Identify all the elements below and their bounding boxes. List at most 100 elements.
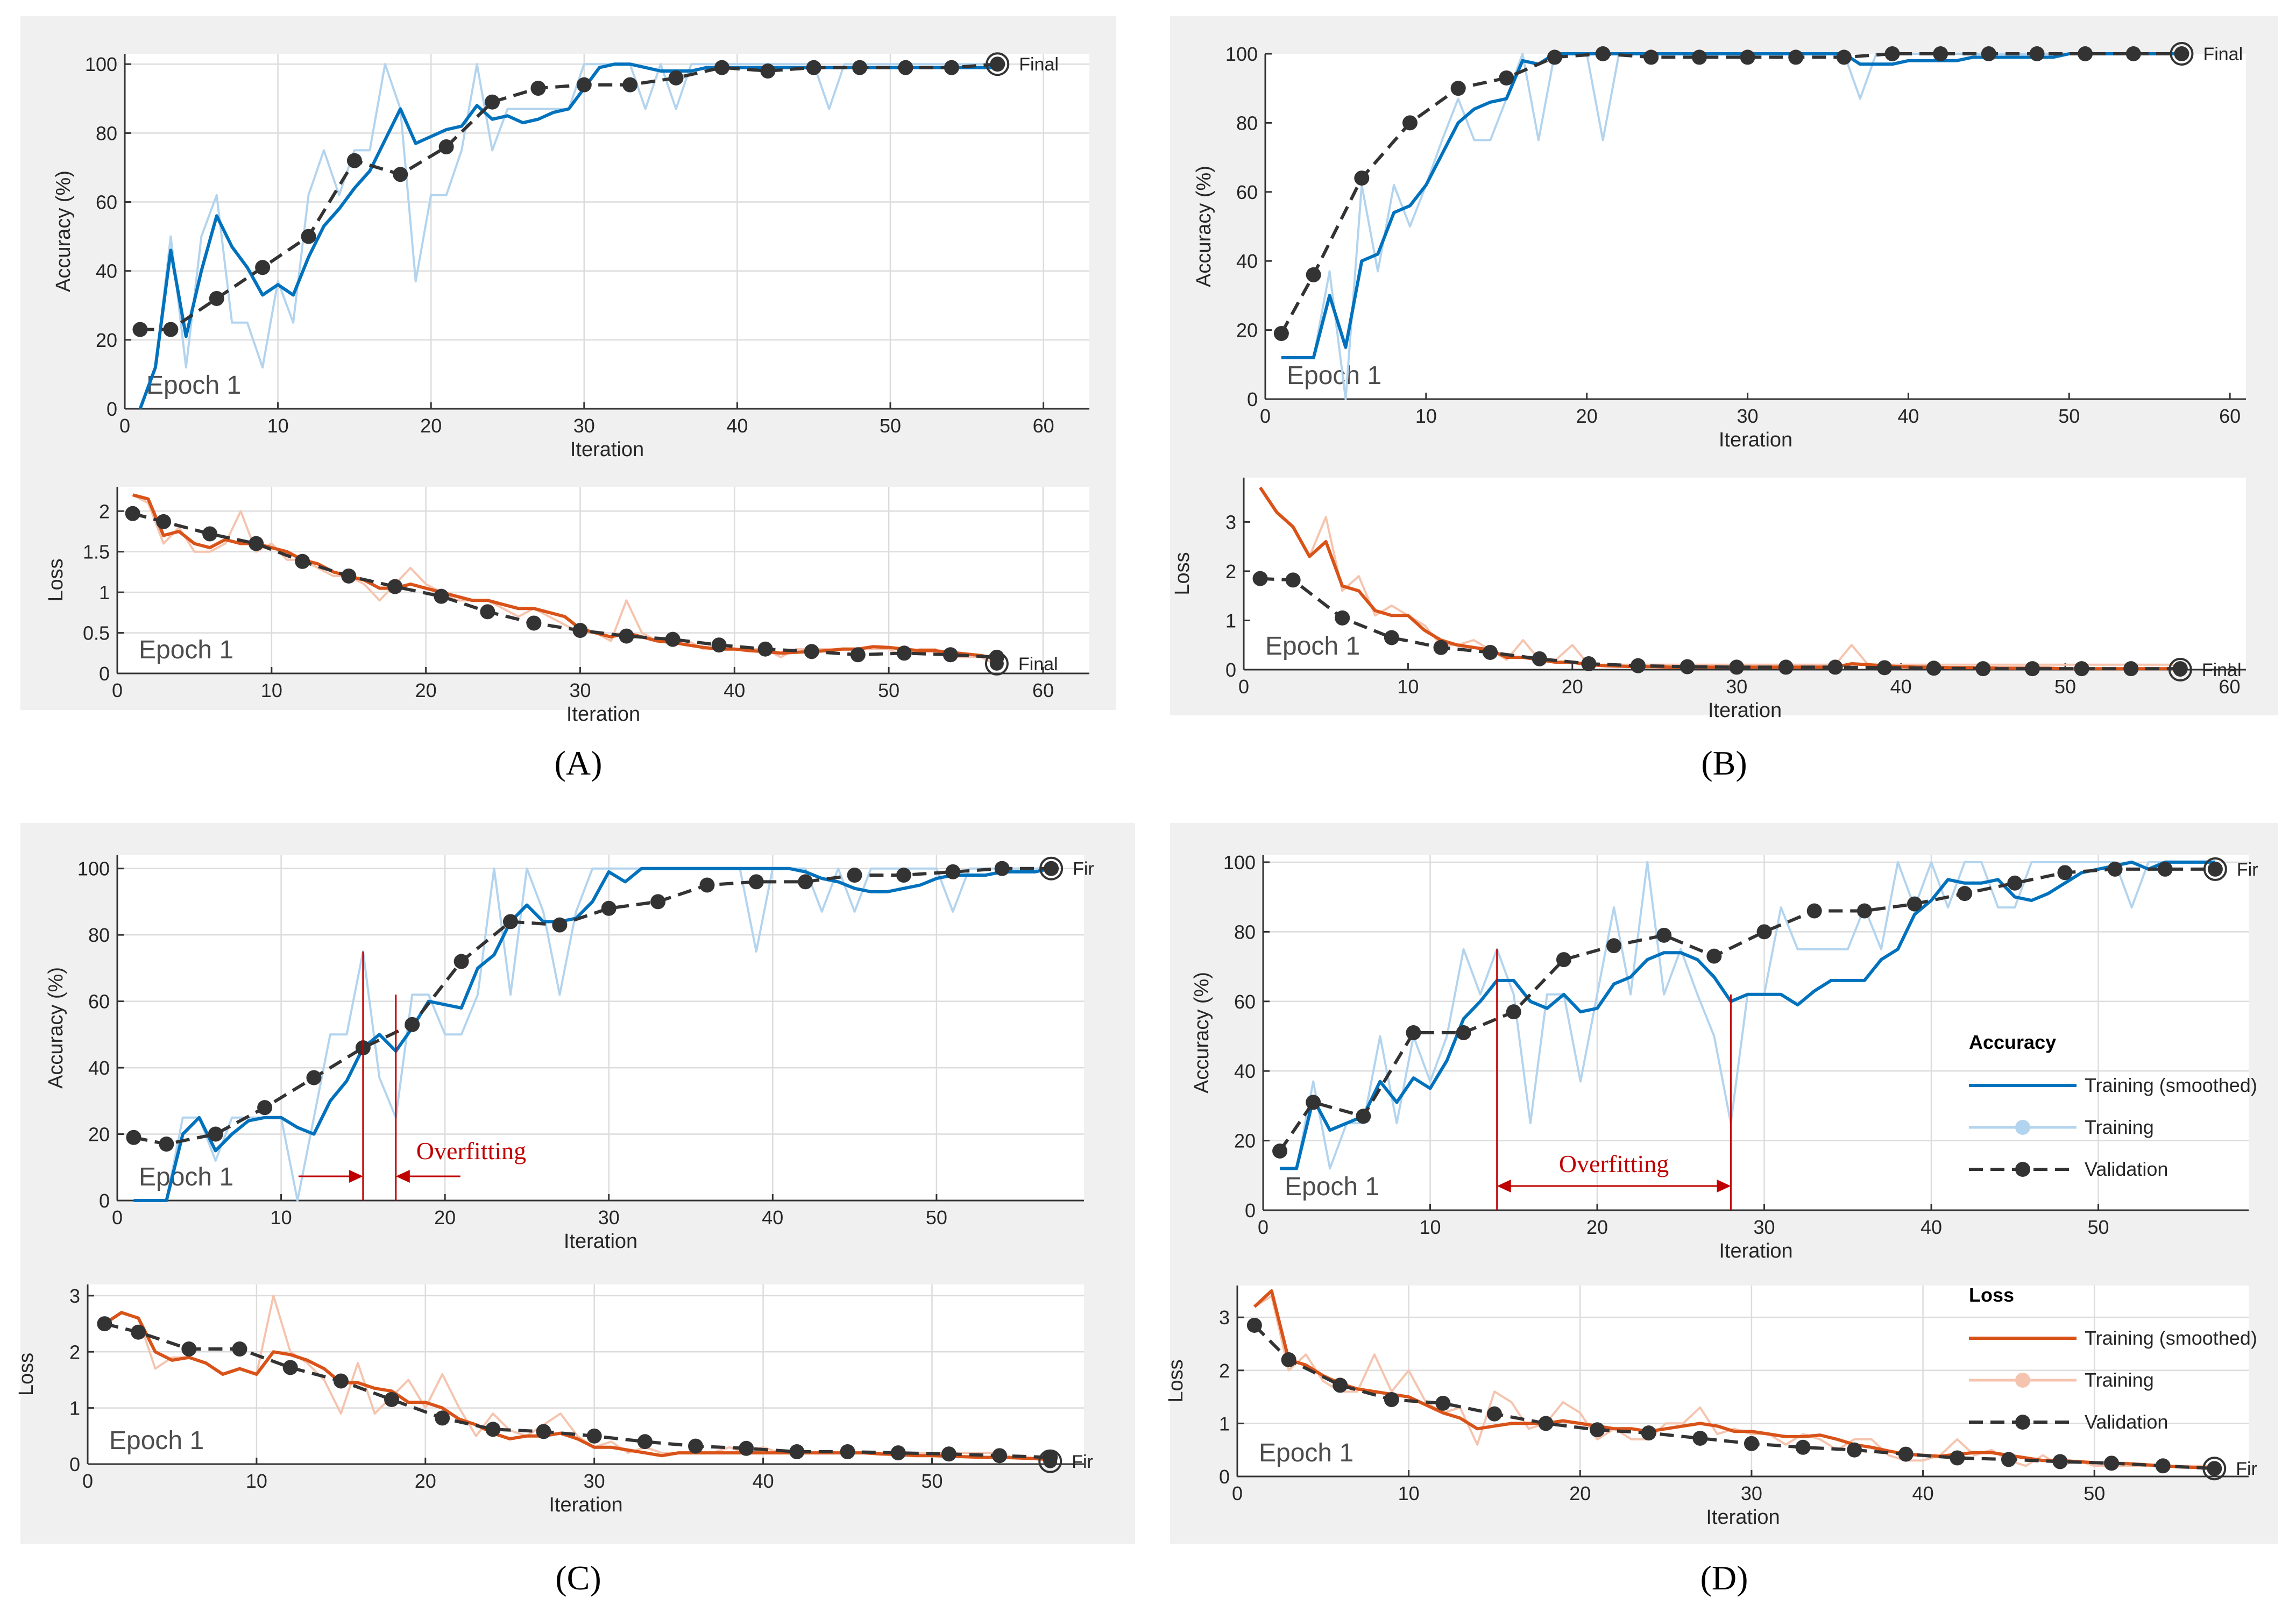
validation-line: [1278, 867, 2215, 1152]
validation-point: [1907, 896, 1922, 912]
legend-swatch-validation-dot: [2015, 1415, 2030, 1430]
validation-point: [1806, 903, 1822, 919]
y-tick-label: 80: [88, 924, 110, 946]
legend-entry: Training: [2085, 1369, 2154, 1391]
validation-point: [994, 861, 1010, 876]
x-tick-label: 30: [1737, 405, 1759, 427]
validation-point: [1402, 115, 1418, 131]
final-label: Fir: [2237, 860, 2258, 880]
y-tick-label: 0.5: [83, 622, 110, 644]
y-tick-label: 60: [1234, 991, 1256, 1013]
validation-point: [1606, 938, 1622, 954]
validation-point: [1581, 656, 1597, 672]
validation-point: [1836, 49, 1852, 65]
validation-point: [249, 536, 264, 551]
validation-point: [806, 60, 821, 75]
validation-point: [2029, 46, 2045, 61]
validation-point: [852, 60, 868, 75]
final-marker-ring: [2203, 857, 2227, 881]
training-smoothed-line: [133, 867, 1052, 1202]
validation-point: [890, 1445, 906, 1461]
validation-point: [748, 874, 764, 890]
y-tick-label: 0: [1225, 659, 1236, 681]
x-tick-label: 10: [267, 415, 289, 437]
legend-title: Accuracy: [1969, 1031, 2056, 1053]
x-axis-label: Iteration: [1719, 1240, 1792, 1262]
panel-caption: (D): [1700, 1559, 1748, 1597]
validation-point: [941, 1446, 956, 1462]
x-tick-label: 10: [271, 1206, 292, 1229]
validation-point: [1384, 630, 1399, 645]
y-tick-label: 3: [1219, 1306, 1230, 1329]
y-tick-label: 0: [99, 1190, 110, 1212]
validation-point: [1272, 1144, 1288, 1159]
x-axis-label: Iteration: [1708, 699, 1782, 722]
validation-point: [1506, 1004, 1521, 1020]
validation-point: [438, 139, 454, 155]
validation-point: [1486, 1406, 1502, 1422]
epoch-label: Epoch 1: [1287, 361, 1381, 390]
validation-point: [1252, 571, 1268, 586]
x-tick-label: 20: [415, 1470, 436, 1492]
validation-line: [104, 1322, 1051, 1459]
validation-point: [1729, 659, 1745, 675]
x-tick-label: 30: [598, 1206, 620, 1229]
validation-point: [1285, 572, 1301, 588]
legend-entry: Validation: [2085, 1158, 2168, 1180]
validation-point: [1756, 924, 1772, 940]
validation-point: [1877, 660, 1893, 676]
validation-point: [405, 1017, 420, 1032]
validation-point: [1827, 659, 1843, 675]
validation-point: [387, 579, 403, 594]
final-marker-ring: [2168, 658, 2192, 681]
validation-point: [1706, 948, 1722, 964]
validation-point: [1630, 658, 1646, 673]
x-tick-label: 30: [584, 1470, 605, 1492]
validation-point: [789, 1444, 805, 1460]
validation-point: [2125, 46, 2141, 61]
x-tick-label: 0: [1260, 405, 1271, 427]
validation-point: [159, 1137, 174, 1152]
validation-point: [699, 877, 715, 893]
y-tick-label: 60: [88, 991, 110, 1013]
validation-point: [1847, 1442, 1862, 1458]
final-label: Final: [2202, 660, 2242, 680]
panel-caption: (B): [1701, 744, 1747, 782]
validation-point: [668, 70, 684, 86]
y-axis-label: Accuracy (%): [1190, 972, 1213, 1093]
validation-point: [2104, 1455, 2120, 1471]
x-tick-label: 50: [878, 679, 899, 701]
validation-point: [485, 94, 500, 110]
validation-point: [1532, 651, 1547, 666]
x-tick-label: 40: [1897, 405, 1919, 427]
y-tick-label: 80: [1234, 921, 1256, 943]
accuracy-legend: Accuracy Training (smoothed) Training Valid…: [1969, 1031, 2257, 1180]
y-tick-label: 2: [69, 1341, 80, 1363]
validation-point: [2107, 861, 2123, 877]
validation-point: [1856, 903, 1872, 919]
validation-point: [282, 1360, 298, 1375]
final-label: Final: [1019, 54, 1059, 75]
validation-line: [140, 62, 998, 331]
validation-point: [1306, 1095, 1321, 1110]
annotation-arrowhead-right: [395, 1170, 410, 1183]
plot-area: [125, 54, 1089, 409]
validation-point: [688, 1438, 704, 1454]
validation-point: [526, 615, 542, 631]
x-tick-label: 60: [1033, 415, 1054, 437]
validation-point: [739, 1440, 754, 1456]
validation-point: [530, 81, 546, 96]
x-tick-label: 0: [119, 415, 130, 437]
y-tick-label: 1: [69, 1397, 80, 1419]
final-label: Fir: [1073, 859, 1094, 879]
final-label: Fir: [1072, 1452, 1093, 1472]
y-tick-label: 100: [1225, 43, 1258, 65]
validation-point: [341, 568, 357, 584]
y-tick-label: 0: [1219, 1466, 1230, 1488]
plot-area: [117, 487, 1089, 673]
training-smoothed-line: [1280, 860, 2215, 1170]
x-tick-label: 60: [2219, 405, 2241, 427]
validation-point: [1950, 1450, 1965, 1466]
validation-point: [1595, 46, 1611, 61]
y-tick-label: 100: [77, 858, 110, 880]
